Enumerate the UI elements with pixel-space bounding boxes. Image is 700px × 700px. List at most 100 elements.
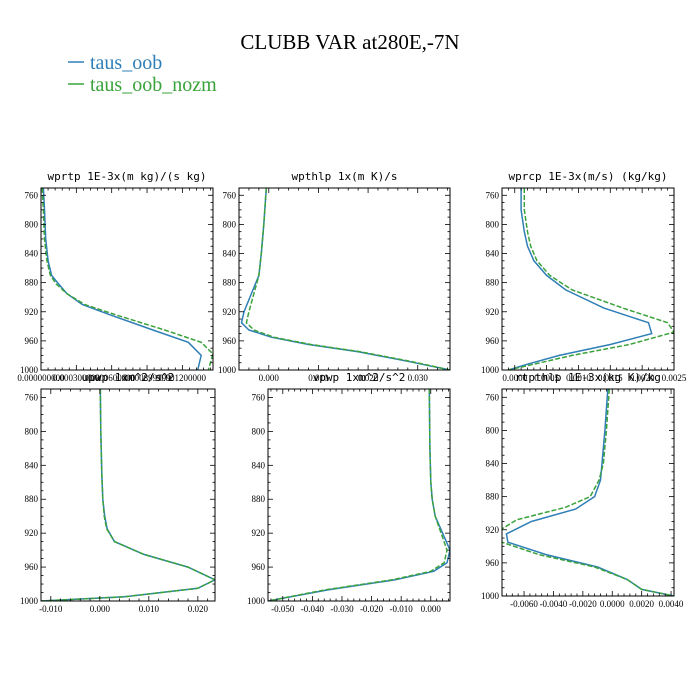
x-tick-label: -0.040 [301,604,325,614]
panel-title: rtpthlp 1E-3x(kg K)/kg [515,371,661,384]
panel-title: upwp 1xm^2/s^2 [82,371,175,384]
y-tick-label: 1000 [481,365,500,375]
x-tick-label: 0.0040 [659,599,684,609]
series-line-taus_oob_nozm [268,389,448,601]
panel-2: wpthlp 1x(m K)/s 760 800 840 880 920 960 1000 0.… [218,170,451,383]
series-line-taus_oob [240,188,450,370]
series-line-taus_oob_nozm [508,188,674,370]
panel-5: vpwp 1xm^2/s^2 760 800 840 880 920 960 1000 -0.0… [247,371,451,614]
panel-6: rtpthlp 1E-3x(kg K)/kg 760 800 840 880 920 960… [481,371,684,609]
y-tick-label: 960 [252,562,266,572]
x-tick-label: -0.030 [330,604,354,614]
series-line-taus_oob_nozm [245,188,450,370]
x-tick-label: 0.020 [358,373,379,383]
y-tick-label: 1000 [218,365,237,375]
legend-label-taus_oob: taus_oob [90,52,162,74]
y-tick-label: 960 [25,336,39,346]
x-tick-label: -0.010 [390,604,414,614]
y-tick-label: 760 [25,190,39,200]
plot-frame [501,388,675,597]
y-tick-label: 960 [486,336,500,346]
panel-title: wpthlp 1x(m K)/s [292,170,398,183]
x-tick-label: 0.001200000 [159,373,207,383]
series-line-taus_oob_nozm [41,188,213,370]
x-tick-label: 0.000000000 [17,373,65,383]
x-tick-label: 0.000 [259,373,280,383]
series-line-taus_oob [505,389,674,596]
panel-1: wprtp 1E-3x(m kg)/(s kg) 760 800 840 880 920 9… [17,170,214,383]
x-tick-label: 0.010 [139,604,160,614]
x-tick-label: -0.010 [39,604,63,614]
panel-title: wprtp 1E-3x(m kg)/(s kg) [48,170,207,183]
y-tick-label: 760 [252,392,266,402]
y-tick-label: 920 [486,525,500,535]
y-tick-label: 1000 [20,365,39,375]
x-tick-label: -0.0060 [510,599,538,609]
x-tick-label: 0.030 [408,373,429,383]
y-tick-label: 840 [25,249,39,259]
x-tick-label: 0.0010 [566,373,591,383]
y-tick-label: 760 [223,190,237,200]
plot-frame [40,187,214,371]
y-tick-label: 760 [486,190,500,200]
y-tick-label: 800 [25,219,39,229]
x-tick-label: 0.000 [90,604,111,614]
y-tick-label: 880 [486,492,500,502]
y-tick-label: 920 [223,307,237,317]
y-tick-label: 920 [486,307,500,317]
x-tick-label: 0.0020 [629,599,654,609]
series-line-taus_oob [268,389,450,601]
x-tick-label: 0.0020 [630,373,655,383]
y-tick-label: 1000 [481,591,500,601]
x-tick-label: 0.010 [308,373,329,383]
plot-frame [501,187,675,371]
y-tick-label: 960 [486,558,500,568]
x-tick-label: 0.0025 [662,373,687,383]
x-tick-label: 0.0005 [534,373,559,383]
y-tick-label: 920 [25,528,39,538]
y-tick-label: 800 [486,425,500,435]
y-tick-label: 760 [486,392,500,402]
x-tick-label: 0.000300000 [53,373,101,383]
y-tick-label: 840 [252,460,266,470]
figure-title: CLUBB VAR at280E,-7N [240,30,459,54]
y-tick-label: 880 [252,494,266,504]
series-line-taus_oob [508,188,653,370]
x-tick-label: 0.000899999 [123,373,171,383]
y-tick-label: 880 [223,278,237,288]
y-tick-label: 920 [252,528,266,538]
legend-label-taus_oob_nozm: taus_oob_nozm [90,74,217,96]
series-line-taus_oob [42,188,203,370]
series-line-taus_oob_nozm [41,389,215,601]
y-tick-label: 920 [25,307,39,317]
series-line-taus_oob_nozm [502,389,674,596]
y-tick-label: 760 [25,392,39,402]
x-tick-label: 0.0000 [502,373,527,383]
panel-title: vpwp 1xm^2/s^2 [313,371,406,384]
x-tick-label: 0.020 [188,604,209,614]
y-tick-label: 840 [486,249,500,259]
plot-frame [267,388,451,602]
y-tick-label: 800 [223,219,237,229]
y-tick-label: 800 [25,426,39,436]
x-tick-label: 0.0015 [598,373,623,383]
y-tick-label: 840 [223,249,237,259]
plot-frame [40,388,216,602]
y-tick-label: 960 [25,562,39,572]
y-tick-label: 840 [486,459,500,469]
panel-4: upwp 1xm^2/s^2 760 800 840 880 920 960 1000-0.0… [20,371,216,614]
y-tick-label: 1000 [20,596,39,606]
x-tick-label: -0.050 [271,604,295,614]
y-tick-label: 880 [25,278,39,288]
x-tick-label: -0.0020 [569,599,597,609]
x-tick-label: 0.000600000 [88,373,136,383]
y-tick-label: 800 [486,219,500,229]
x-tick-label: 0.0000 [600,599,625,609]
y-tick-label: 960 [223,336,237,346]
y-tick-label: 880 [486,278,500,288]
y-tick-label: 800 [252,426,266,436]
panel-3: wprcp 1E-3x(m/s) (kg/kg) 760 800 840 880 920 9… [481,170,687,383]
x-tick-label: -0.020 [360,604,384,614]
